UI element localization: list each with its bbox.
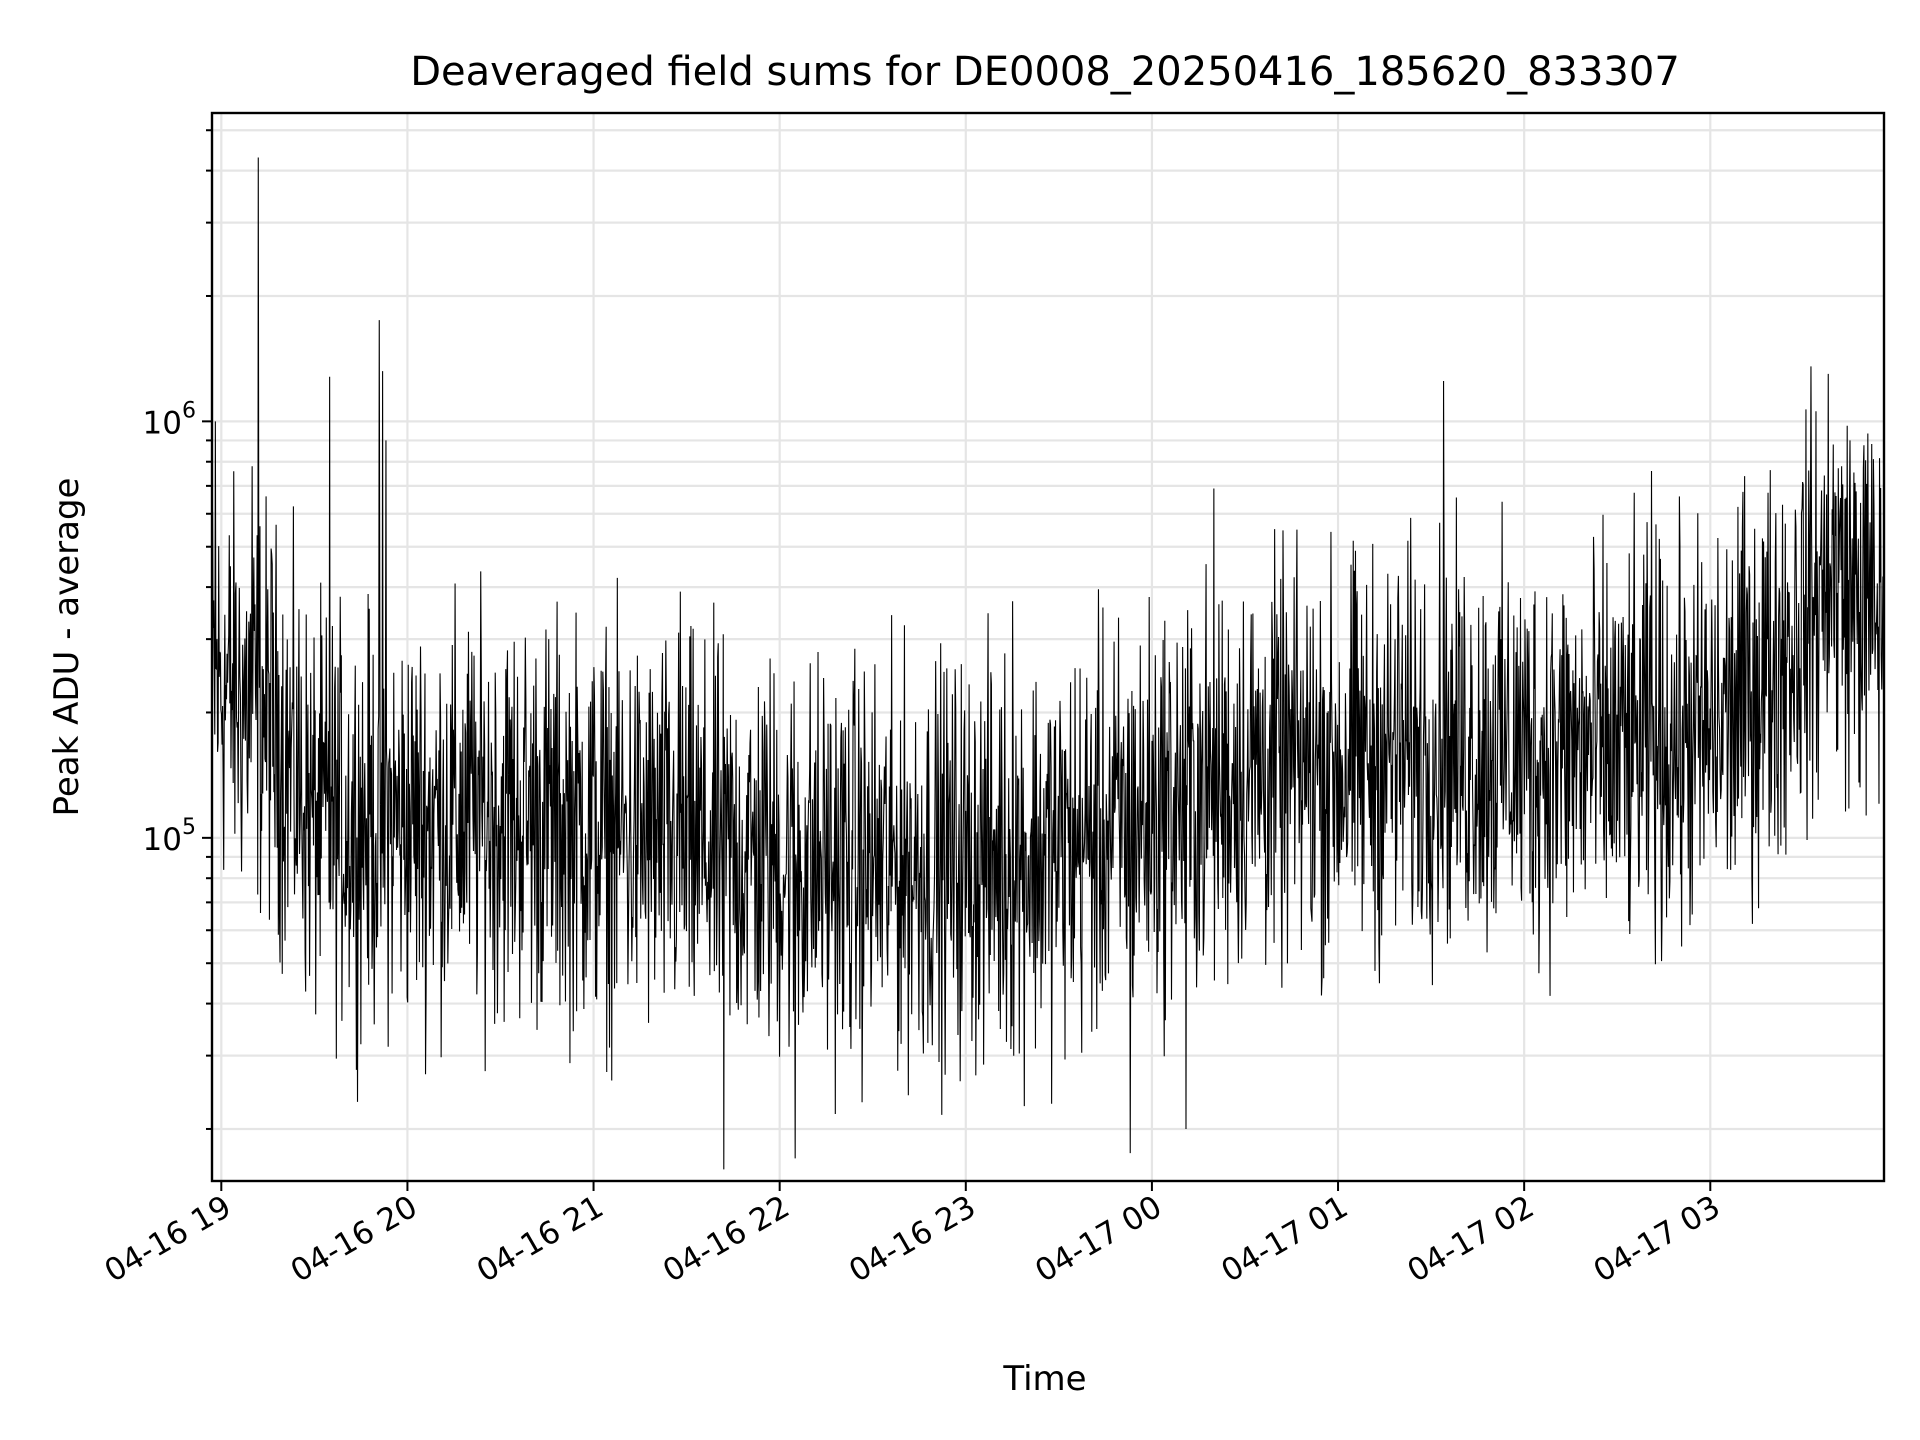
x-tick-label: 04-17 00 [1029, 1189, 1168, 1290]
x-tick-label: 04-16 20 [285, 1189, 424, 1290]
x-axis: 04-16 19 04-16 20 04-16 21 04-16 22 04-16 23… [99, 1181, 1727, 1290]
x-tick-label: 04-16 19 [99, 1189, 238, 1290]
y-axis-label: Peak ADU - average [47, 478, 87, 817]
x-tick-label: 04-16 21 [471, 1189, 610, 1290]
x-tick-label: 04-16 22 [657, 1189, 796, 1290]
y-tick-label: 105 [143, 815, 196, 858]
x-axis-label: Time [1002, 1359, 1086, 1399]
chart-title: Deaveraged field sums for DE0008_2025041… [410, 49, 1680, 95]
series-line [211, 157, 1885, 1170]
x-tick-label: 04-16 23 [843, 1189, 982, 1290]
x-tick-label: 04-17 02 [1401, 1189, 1540, 1290]
y-tick-label: 106 [143, 398, 196, 441]
x-tick-label: 04-17 01 [1215, 1189, 1354, 1290]
x-tick-label: 04-17 03 [1588, 1189, 1727, 1290]
series-line-group [211, 157, 1885, 1170]
y-tick-base: 10 [143, 822, 182, 858]
plot-frame [210, 111, 1886, 1183]
y-tick-base: 10 [143, 405, 182, 441]
y-tick-exponent: 5 [182, 815, 196, 840]
y-tick-exponent: 6 [182, 398, 196, 423]
